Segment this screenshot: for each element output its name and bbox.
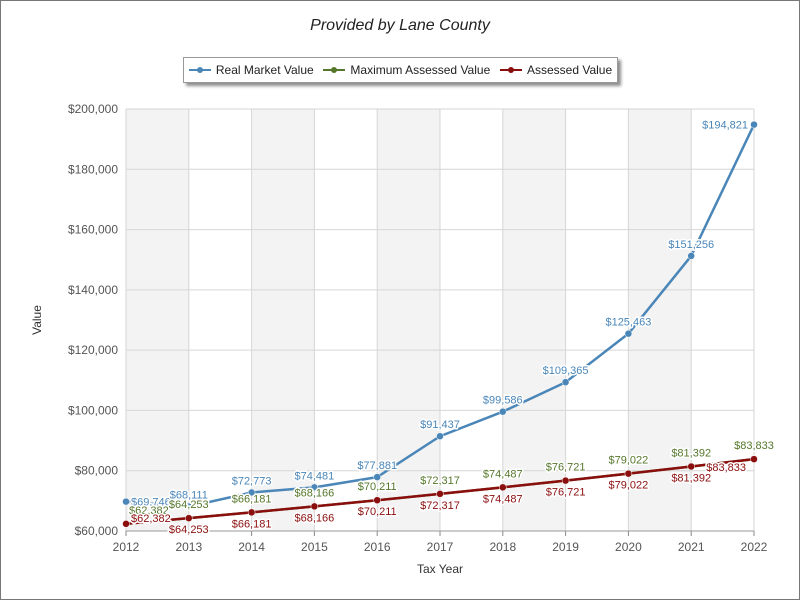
data-label-2: $81,392 xyxy=(671,473,711,485)
x-tick-label: 2017 xyxy=(427,540,454,554)
legend-swatch-real-market-value xyxy=(188,65,211,75)
data-label-0: $109,365 xyxy=(543,365,589,377)
data-label-1: $66,181 xyxy=(232,493,272,505)
legend-label-maximum-assessed-value: Maximum Assessed Value xyxy=(350,63,491,77)
data-label-0: $69,746 xyxy=(131,497,171,509)
data-label-2: $68,166 xyxy=(295,512,335,524)
legend-label-assessed-value: Assessed Value xyxy=(526,63,613,77)
x-tick-label: 2012 xyxy=(113,540,140,554)
data-label-2: $76,721 xyxy=(546,487,586,499)
data-label-1: $62,382 xyxy=(129,505,169,517)
data-label-0: $194,821 xyxy=(702,120,748,132)
legend-swatch-assessed-value xyxy=(499,65,522,75)
data-point-2 xyxy=(373,496,381,504)
y-tick-label: $100,000 xyxy=(68,403,118,417)
data-label-2: $62,382 xyxy=(131,513,171,525)
data-label-0: $68,111 xyxy=(170,490,208,502)
data-label-1: $68,166 xyxy=(295,487,335,499)
data-label-0: $91,437 xyxy=(420,419,460,431)
data-point-0 xyxy=(185,502,193,511)
data-point-2 xyxy=(561,476,570,485)
x-tick-label: 2016 xyxy=(364,540,391,554)
data-point-0 xyxy=(247,488,256,497)
data-point-2 xyxy=(436,490,444,498)
legend-label-real-market-value: Real Market Value xyxy=(215,63,314,77)
data-label-2: $74,487 xyxy=(483,493,523,505)
x-axis-title: Tax Year xyxy=(417,562,463,576)
data-label-1: $81,392 xyxy=(671,448,711,460)
data-label-1: $64,253 xyxy=(169,499,209,511)
plot-band xyxy=(251,109,315,531)
x-tick-label: 2014 xyxy=(238,540,265,554)
data-point-2 xyxy=(687,462,695,471)
data-point-0 xyxy=(624,329,633,338)
data-label-2: $83,833 xyxy=(706,462,746,474)
y-axis-title: Value xyxy=(30,305,44,335)
data-point-0 xyxy=(499,407,507,416)
data-point-2 xyxy=(247,508,256,517)
x-tick-label: 2021 xyxy=(678,540,705,554)
data-label-1: $76,721 xyxy=(546,462,586,474)
y-tick-label: $180,000 xyxy=(68,162,118,176)
y-tick-label: $200,000 xyxy=(68,102,118,116)
data-label-0: $72,773 xyxy=(232,475,272,487)
data-point-2 xyxy=(624,469,633,478)
data-point-2 xyxy=(499,483,507,492)
data-label-0: $151,256 xyxy=(668,239,714,251)
y-tick-label: $60,000 xyxy=(75,524,119,538)
legend-item-maximum-assessed-value[interactable]: Maximum Assessed Value xyxy=(323,63,490,77)
y-tick-label: $160,000 xyxy=(68,223,118,237)
data-point-0 xyxy=(561,378,570,386)
data-label-0: $125,463 xyxy=(605,317,651,329)
data-point-2 xyxy=(185,514,193,522)
legend-item-real-market-value[interactable]: Real Market Value xyxy=(188,63,314,77)
x-tick-label: 2013 xyxy=(175,540,202,554)
y-tick-label: $120,000 xyxy=(68,343,118,357)
legend-item-assessed-value[interactable]: Assessed Value xyxy=(499,63,613,77)
x-tick-label: 2019 xyxy=(552,540,579,554)
data-label-0: $74,481 xyxy=(295,470,335,482)
legend: Real Market Value Maximum Assessed Value… xyxy=(183,57,618,83)
data-point-0 xyxy=(122,497,130,506)
y-tick-label: $80,000 xyxy=(75,464,119,478)
data-label-1: $70,211 xyxy=(358,481,397,493)
plot-band xyxy=(502,109,566,531)
plot-band xyxy=(126,109,189,531)
data-label-2: $72,317 xyxy=(420,500,460,512)
chart-title: Provided by Lane County xyxy=(310,17,490,34)
x-tick-label: 2022 xyxy=(741,540,768,554)
data-label-1: $72,317 xyxy=(420,475,460,487)
data-point-2 xyxy=(310,502,319,511)
data-point-0 xyxy=(436,432,444,440)
data-point-0 xyxy=(687,252,695,260)
data-label-2: $66,181 xyxy=(232,518,272,530)
x-tick-label: 2020 xyxy=(615,540,642,554)
data-label-0: $99,586 xyxy=(483,395,523,407)
data-point-2 xyxy=(122,520,130,528)
data-label-1: $83,833 xyxy=(734,440,774,452)
data-label-1: $79,022 xyxy=(609,455,649,467)
data-label-0: $77,881 xyxy=(357,460,397,472)
data-point-2 xyxy=(750,455,758,463)
data-point-0 xyxy=(373,473,381,481)
plot-band xyxy=(377,109,440,531)
x-tick-label: 2015 xyxy=(301,540,328,554)
data-label-1: $74,487 xyxy=(483,468,523,480)
legend-swatch-maximum-assessed-value xyxy=(323,65,346,75)
x-tick-label: 2018 xyxy=(489,540,516,554)
data-point-0 xyxy=(750,120,758,129)
data-label-2: $70,211 xyxy=(358,506,397,518)
data-label-2: $64,253 xyxy=(169,524,209,536)
y-tick-label: $140,000 xyxy=(68,283,118,297)
data-point-0 xyxy=(310,483,319,492)
data-label-2: $79,022 xyxy=(609,480,649,492)
